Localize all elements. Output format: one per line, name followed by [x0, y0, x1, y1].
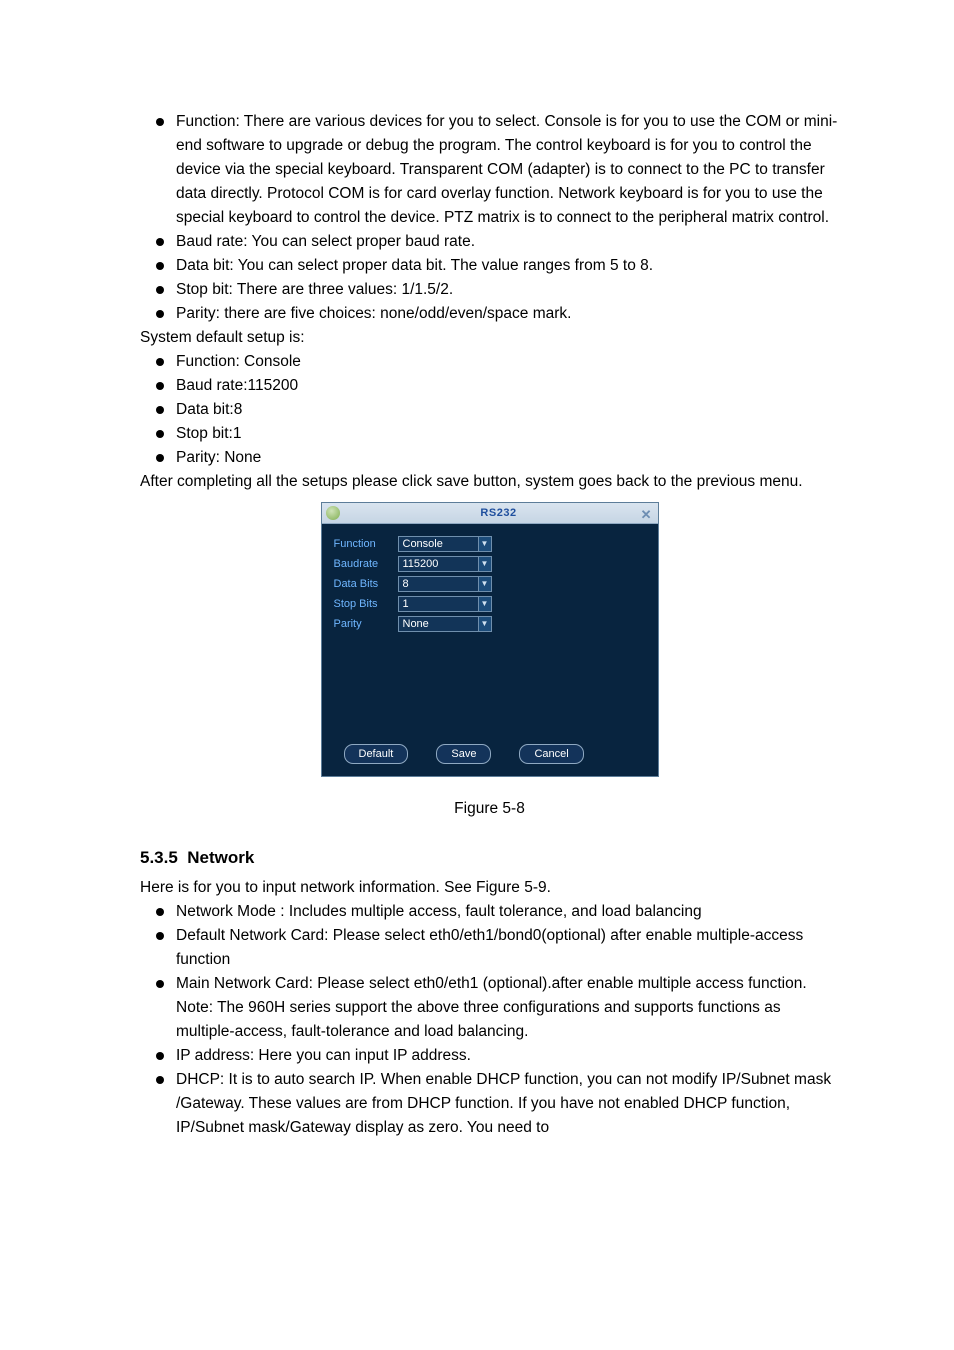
list-item: Baud rate: You can select proper baud ra…	[140, 230, 839, 254]
default-button[interactable]: Default	[344, 744, 409, 764]
row-databits: Data Bits 8▼	[334, 574, 646, 594]
list-item: Stop bit:1	[140, 422, 839, 446]
list-item: Function: Console	[140, 350, 839, 374]
after-text: After completing all the setups please c…	[140, 470, 839, 494]
dialog-title: RS232	[340, 505, 658, 522]
list-item: Function: There are various devices for …	[140, 110, 839, 230]
section-heading: 5.3.5 Network	[140, 845, 839, 871]
row-baudrate: Baudrate 115200 ▼	[334, 554, 646, 574]
list-item: Stop bit: There are three values: 1/1.5/…	[140, 278, 839, 302]
list-item: Data bit:8	[140, 398, 839, 422]
chevron-down-icon: ▼	[478, 577, 491, 591]
list-item: DHCP: It is to auto search IP. When enab…	[140, 1068, 839, 1140]
network-list: Network Mode : Includes multiple access,…	[140, 900, 839, 1140]
close-icon[interactable]: ✕	[641, 505, 652, 525]
defaults-intro: System default setup is:	[140, 326, 839, 350]
dialog-button-row: Default Save Cancel	[322, 734, 658, 776]
list-item: Baud rate:115200	[140, 374, 839, 398]
rs232-dialog: RS232 ✕ Function Console ▼ Baudrate 11520…	[321, 502, 659, 777]
select-value: 1	[403, 596, 409, 613]
label-stopbits: Stop Bits	[334, 596, 398, 613]
section-intro: Here is for you to input network informa…	[140, 876, 839, 900]
figure-wrapper: RS232 ✕ Function Console ▼ Baudrate 11520…	[140, 502, 839, 777]
chevron-down-icon: ▼	[478, 617, 491, 631]
list-item: IP address: Here you can input IP addres…	[140, 1044, 839, 1068]
dialog-icon	[326, 506, 340, 520]
list-item: Main Network Card: Please select eth0/et…	[140, 972, 839, 1044]
dialog-content: Function Console ▼ Baudrate 115200 ▼ Data …	[322, 524, 658, 734]
page: Function: There are various devices for …	[0, 0, 954, 1350]
label-parity: Parity	[334, 616, 398, 633]
select-value: 8	[403, 576, 409, 593]
list-text: Default Network Card: Please select eth0…	[176, 927, 803, 968]
list-item: Parity: there are five choices: none/odd…	[140, 302, 839, 326]
list-text: Main Network Card: Please select eth0/et…	[176, 975, 807, 992]
select-databits[interactable]: 8▼	[398, 576, 492, 592]
rs232-param-list: Function: There are various devices for …	[140, 110, 839, 326]
cancel-button[interactable]: Cancel	[519, 744, 583, 764]
row-stopbits: Stop Bits 1▼	[334, 594, 646, 614]
chevron-down-icon: ▼	[478, 557, 491, 571]
section-number: 5.3.5	[140, 848, 178, 867]
dialog-titlebar: RS232 ✕	[322, 503, 658, 524]
list-item: Parity: None	[140, 446, 839, 470]
label-function: Function	[334, 536, 398, 553]
select-baudrate[interactable]: 115200 ▼	[398, 556, 492, 572]
save-button[interactable]: Save	[436, 744, 491, 764]
chevron-down-icon: ▼	[478, 597, 491, 611]
select-value: Console	[403, 536, 443, 553]
select-value: 115200	[403, 556, 439, 573]
select-function[interactable]: Console ▼	[398, 536, 492, 552]
list-note: Note: The 960H series support the above …	[176, 996, 839, 1044]
chevron-down-icon: ▼	[478, 537, 491, 551]
list-item: Network Mode : Includes multiple access,…	[140, 900, 839, 924]
label-databits: Data Bits	[334, 576, 398, 593]
row-parity: Parity None ▼	[334, 614, 646, 634]
select-parity[interactable]: None ▼	[398, 616, 492, 632]
list-item: Default Network Card: Please select eth0…	[140, 924, 839, 972]
figure-caption: Figure 5-8	[140, 797, 839, 821]
row-function: Function Console ▼	[334, 534, 646, 554]
select-stopbits[interactable]: 1▼	[398, 596, 492, 612]
defaults-list: Function: Console Baud rate:115200 Data …	[140, 350, 839, 470]
section-title: Network	[187, 848, 254, 867]
select-value: None	[403, 616, 429, 633]
label-baudrate: Baudrate	[334, 556, 398, 573]
list-item: Data bit: You can select proper data bit…	[140, 254, 839, 278]
